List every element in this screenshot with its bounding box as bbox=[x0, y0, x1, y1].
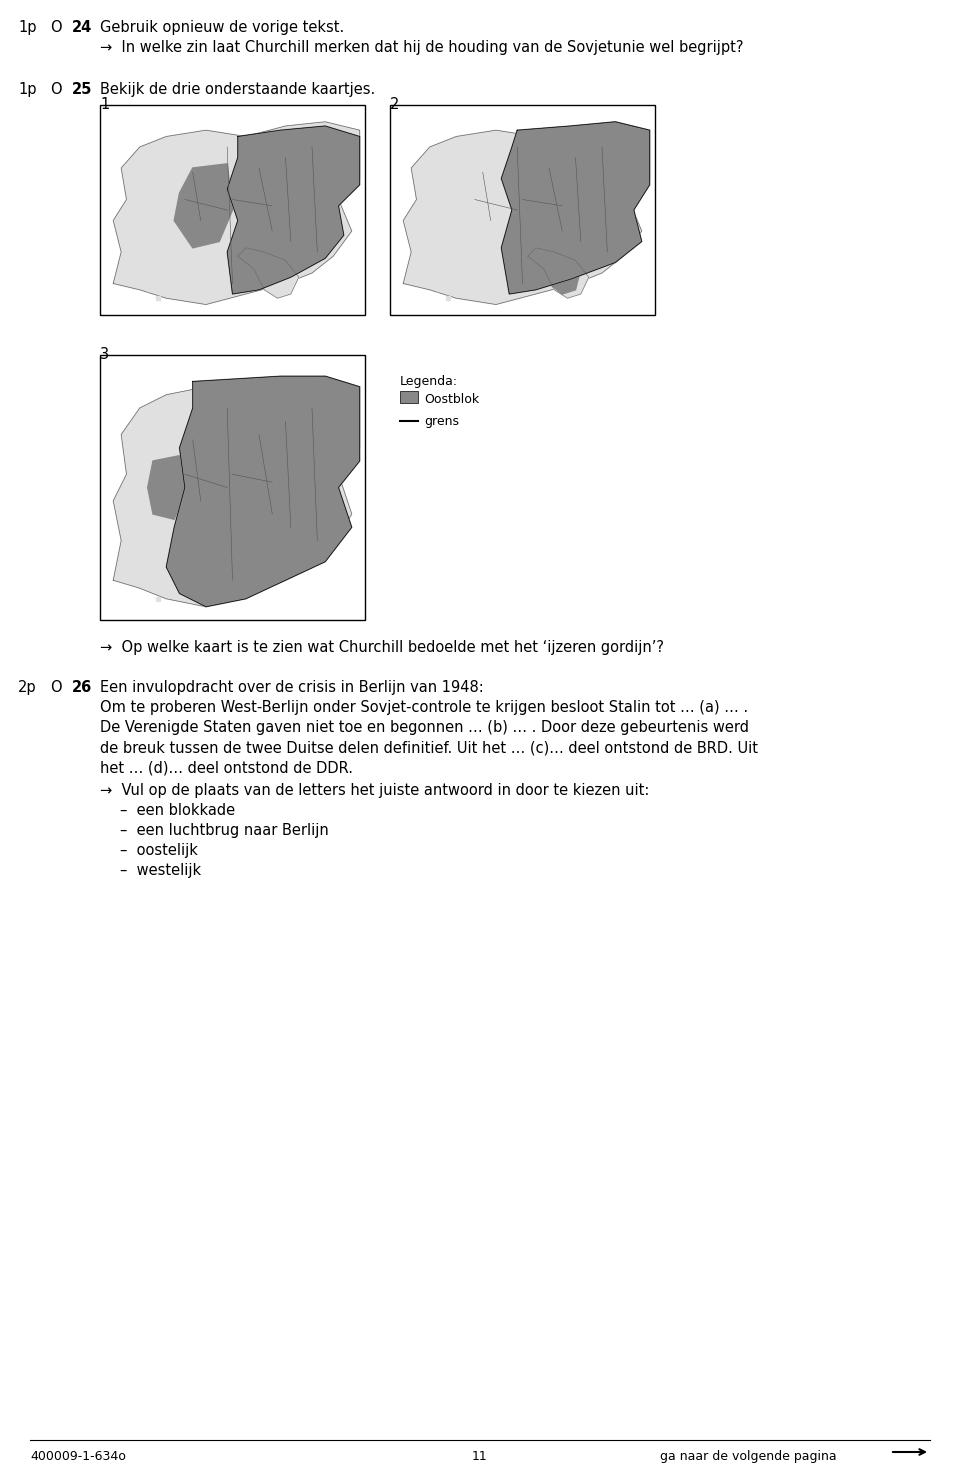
Text: –  een blokkade: – een blokkade bbox=[120, 803, 235, 818]
Text: 2: 2 bbox=[390, 97, 399, 112]
Polygon shape bbox=[228, 125, 360, 294]
Text: 25: 25 bbox=[72, 83, 92, 97]
Polygon shape bbox=[403, 123, 650, 304]
Polygon shape bbox=[501, 123, 650, 294]
Text: O: O bbox=[50, 83, 61, 97]
Text: 11: 11 bbox=[472, 1449, 488, 1463]
Polygon shape bbox=[174, 164, 232, 248]
Text: –  westelijk: – westelijk bbox=[120, 863, 202, 878]
Polygon shape bbox=[528, 248, 588, 298]
Text: Bekijk de drie onderstaande kaartjes.: Bekijk de drie onderstaande kaartjes. bbox=[100, 83, 375, 97]
Text: 1: 1 bbox=[100, 97, 109, 112]
Bar bbox=[100, 105, 365, 314]
Text: Gebruik opnieuw de vorige tekst.: Gebruik opnieuw de vorige tekst. bbox=[100, 21, 345, 35]
Text: De Verenigde Staten gaven niet toe en begonnen … (b) … . Door deze gebeurtenis w: De Verenigde Staten gaven niet toe en be… bbox=[100, 720, 749, 735]
Bar bbox=[390, 105, 655, 314]
Text: 2p: 2p bbox=[18, 680, 36, 695]
Text: de breuk tussen de twee Duitse delen definitief. Uit het … (c)… deel ontstond de: de breuk tussen de twee Duitse delen def… bbox=[100, 739, 758, 756]
Text: 1p: 1p bbox=[18, 83, 36, 97]
Bar bbox=[400, 391, 418, 403]
Text: –  een luchtbrug naar Berlijn: – een luchtbrug naar Berlijn bbox=[120, 824, 328, 838]
Polygon shape bbox=[166, 376, 360, 607]
Text: 1p: 1p bbox=[18, 21, 36, 35]
Text: 3: 3 bbox=[100, 347, 109, 362]
Polygon shape bbox=[113, 376, 360, 607]
Text: →  Op welke kaart is te zien wat Churchill bedoelde met het ‘ijzeren gordijn’?: → Op welke kaart is te zien wat Churchil… bbox=[100, 641, 664, 655]
Text: 26: 26 bbox=[72, 680, 92, 695]
Polygon shape bbox=[113, 123, 360, 304]
Text: →  Vul op de plaats van de letters het juiste antwoord in door te kiezen uit:: → Vul op de plaats van de letters het ju… bbox=[100, 782, 649, 799]
Text: 24: 24 bbox=[72, 21, 92, 35]
Text: Oostblok: Oostblok bbox=[424, 393, 479, 406]
Bar bbox=[100, 356, 365, 620]
Text: Een invulopdracht over de crisis in Berlijn van 1948:: Een invulopdracht over de crisis in Berl… bbox=[100, 680, 484, 695]
Polygon shape bbox=[148, 456, 184, 520]
Text: Legenda:: Legenda: bbox=[400, 375, 458, 388]
Text: grens: grens bbox=[424, 415, 459, 428]
Polygon shape bbox=[238, 248, 299, 298]
Text: 400009-1-634o: 400009-1-634o bbox=[30, 1449, 126, 1463]
Polygon shape bbox=[528, 252, 581, 294]
Text: →  In welke zin laat Churchill merken dat hij de houding van de Sovjetunie wel b: → In welke zin laat Churchill merken dat… bbox=[100, 40, 743, 55]
Text: ga naar de volgende pagina: ga naar de volgende pagina bbox=[660, 1449, 836, 1463]
Text: O: O bbox=[50, 21, 61, 35]
Text: Om te proberen West-Berlijn onder Sovjet-controle te krijgen besloot Stalin tot : Om te proberen West-Berlijn onder Sovjet… bbox=[100, 700, 748, 714]
Text: –  oostelijk: – oostelijk bbox=[120, 843, 198, 858]
Text: het … (d)… deel ontstond de DDR.: het … (d)… deel ontstond de DDR. bbox=[100, 760, 353, 775]
Text: O: O bbox=[50, 680, 61, 695]
